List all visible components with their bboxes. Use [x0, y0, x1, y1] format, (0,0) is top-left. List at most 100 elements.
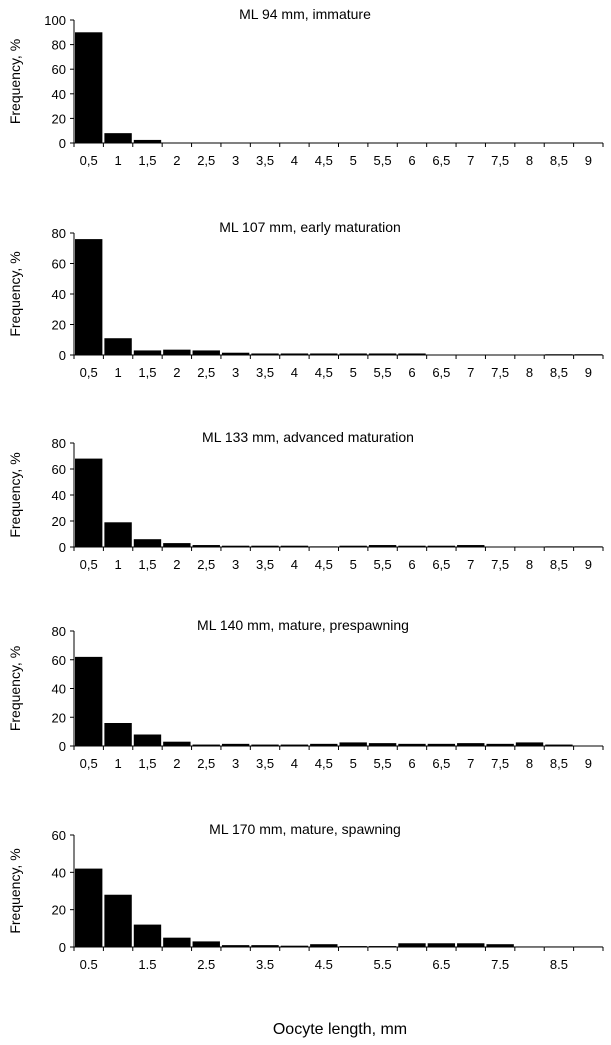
x-tick-label: 6,5 [432, 557, 450, 572]
bar-4,5 [310, 142, 338, 144]
x-tick-label: 8,5 [550, 153, 568, 168]
y-tick-label: 20 [52, 903, 66, 918]
chart-panel-3: ML 133 mm, advanced maturation 0 20 40 60 80 F… [7, 429, 604, 572]
x-tick-label: 7,5 [491, 557, 509, 572]
bar-7,5 [486, 546, 514, 548]
bar-8,5 [545, 546, 573, 548]
chart-title: ML 140 mm, mature, prespawning [197, 617, 409, 633]
bar-6.5 [427, 943, 456, 947]
x-tick-label: 9 [585, 557, 592, 572]
bar-1 [104, 522, 132, 547]
bar-3 [221, 945, 250, 947]
x-tick-label: 5.5 [374, 957, 392, 972]
bar-8,5 [545, 354, 573, 356]
bar-5,5 [368, 353, 397, 355]
x-tick-label: 7 [467, 365, 474, 380]
x-tick-label: 5 [350, 365, 357, 380]
x-tick-label: 1.5 [138, 957, 156, 972]
x-tick-label: 6 [408, 153, 415, 168]
y-tick-label: 0 [59, 348, 66, 363]
y-tick-label: 100 [44, 13, 66, 28]
y-tick-label: 60 [52, 828, 66, 843]
bar-1 [104, 723, 132, 746]
y-tick-label: 80 [52, 38, 66, 53]
x-tick-label: 2 [173, 365, 180, 380]
bar-5 [339, 353, 367, 355]
x-tick-label: 0.5 [80, 957, 98, 972]
x-tick-label: 6,5 [432, 365, 450, 380]
x-tick-label: 5,5 [374, 557, 392, 572]
x-tick-label: 3 [232, 153, 239, 168]
bar-6 [398, 943, 426, 947]
x-tick-label: 8 [526, 557, 533, 572]
x-tick-label: 2.5 [197, 957, 215, 972]
bar-5 [339, 946, 367, 947]
x-tick-label: 4 [291, 153, 298, 168]
bar-9 [574, 354, 602, 356]
x-tick-label: 4.5 [315, 957, 333, 972]
chart-panel-5: ML 170 mm, mature, spawning 0 20 40 60 Freque… [7, 821, 604, 972]
bar-1,5 [133, 539, 162, 547]
x-tick-label: 5 [350, 153, 357, 168]
bar-3,5 [251, 744, 279, 746]
x-tick-label: 1 [114, 756, 121, 771]
bar-3.5 [251, 945, 279, 947]
x-tick-label: 0,5 [80, 756, 98, 771]
bar-6 [398, 353, 426, 355]
bar-2 [163, 543, 191, 547]
bar-3,5 [251, 545, 279, 547]
x-tick-label: 8 [526, 365, 533, 380]
bar-6,5 [427, 354, 456, 356]
x-tick-label: 8.5 [550, 957, 568, 972]
x-tick-label: 6 [408, 756, 415, 771]
y-tick-label: 40 [52, 488, 66, 503]
bar-6,5 [427, 142, 456, 144]
chart-panel-2: ML 107 mm, early maturation 0 20 40 60 80 Freq… [7, 219, 604, 380]
bar-2,5 [192, 744, 220, 746]
bar-7,5 [486, 743, 514, 746]
x-tick-label: 4,5 [315, 153, 333, 168]
bar-0,5 [75, 239, 103, 355]
bar-3 [221, 545, 250, 547]
y-axis-label: Frequency, % [7, 39, 23, 124]
y-tick-label: 0 [59, 940, 66, 955]
x-tick-label: 3,5 [256, 557, 274, 572]
bar-0,5 [75, 656, 103, 746]
y-tick-label: 0 [59, 739, 66, 754]
bar-1,5 [133, 350, 162, 355]
chart-title: ML 107 mm, early maturation [219, 219, 401, 235]
x-tick-label: 5,5 [374, 365, 392, 380]
x-axis-title: Oocyte length, mm [273, 1021, 407, 1038]
y-tick-label: 40 [52, 287, 66, 302]
bar-8 [515, 946, 544, 948]
chart-panel-1: ML 94 mm, immature 0 20 40 60 80 100 Frequency,… [7, 6, 604, 168]
bar-3 [221, 743, 250, 746]
x-tick-label: 2 [173, 153, 180, 168]
bar-2,5 [192, 350, 220, 355]
bar-9 [574, 546, 602, 548]
bar-1,5 [133, 734, 162, 746]
x-tick-label: 1,5 [138, 557, 156, 572]
x-tick-label: 3,5 [256, 153, 274, 168]
bar-4 [280, 545, 309, 547]
bar-1 [104, 338, 132, 355]
bar-7 [457, 743, 485, 746]
bar-6 [398, 743, 426, 746]
y-tick-label: 60 [52, 62, 66, 77]
x-tick-label: 6,5 [432, 756, 450, 771]
y-axis-label: Frequency, % [7, 452, 23, 537]
bar-4 [280, 353, 309, 355]
bar-9 [574, 946, 602, 948]
bar-4.5 [310, 944, 338, 947]
bar-7.5 [486, 944, 514, 947]
bar-3 [221, 352, 250, 355]
x-tick-label: 2,5 [197, 365, 215, 380]
bar-1.5 [133, 924, 162, 947]
x-tick-label: 3 [232, 365, 239, 380]
x-tick-label: 7,5 [491, 153, 509, 168]
x-tick-label: 1 [114, 557, 121, 572]
x-tick-label: 3,5 [256, 365, 274, 380]
bar-2 [163, 349, 191, 355]
chart-title: ML 133 mm, advanced maturation [202, 429, 414, 445]
x-tick-label: 2 [173, 557, 180, 572]
